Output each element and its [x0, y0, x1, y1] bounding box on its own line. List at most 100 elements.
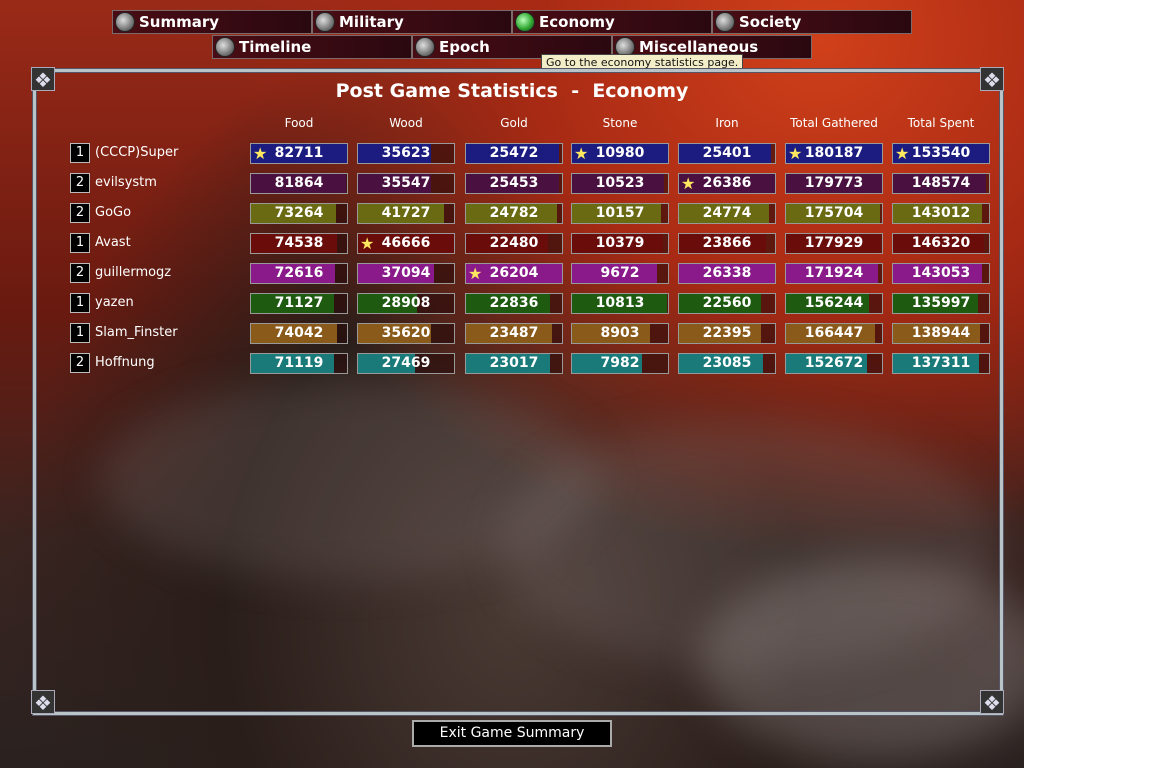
stat-cell: 23487 [465, 323, 563, 344]
stat-value: 26204 [489, 265, 539, 281]
tab-economy[interactable]: Economy [512, 10, 712, 34]
stat-value: 23866 [702, 235, 752, 251]
stat-bar-fill [679, 264, 775, 283]
stat-bar-fill [786, 204, 880, 223]
stat-cell: 35620 [357, 323, 455, 344]
stat-cell: 37094 [357, 263, 455, 284]
stat-cell: ★ 10980 [571, 143, 669, 164]
stat-bar-fill [679, 204, 770, 223]
stat-bar-fill [572, 204, 661, 223]
stat-value: 22560 [702, 295, 752, 311]
tab-timeline[interactable]: Timeline [212, 35, 412, 59]
stat-cell: ★ 82711 [250, 143, 348, 164]
stat-bar-fill [466, 144, 560, 163]
stat-bar-fill [466, 324, 553, 343]
stat-cell: 71127 [250, 293, 348, 314]
stat-cell: 25401 [678, 143, 776, 164]
team-number: 1 [70, 323, 90, 343]
tab-label: Epoch [439, 38, 490, 56]
tab-label: Society [739, 13, 802, 31]
radio-knob-icon [515, 12, 535, 32]
tab-military[interactable]: Military [312, 10, 512, 34]
corner-ornament-icon: ❖ [980, 67, 1004, 92]
stat-cell: 71119 [250, 353, 348, 374]
stat-cell: ★ 46666 [357, 233, 455, 254]
stat-cell: 143012 [892, 203, 990, 224]
stat-cell: 24782 [465, 203, 563, 224]
stat-cell: 24774 [678, 203, 776, 224]
stat-value: 166447 [804, 325, 864, 341]
stat-bar-fill [893, 294, 979, 313]
tab-summary[interactable]: Summary [112, 10, 312, 34]
stat-value: 35620 [381, 325, 431, 341]
stat-value: 22480 [489, 235, 539, 251]
stat-bar-fill [358, 264, 435, 283]
tooltip: Go to the economy statistics page. [541, 54, 744, 71]
stat-cell: 10813 [571, 293, 669, 314]
player-name: Hoffnung [95, 355, 155, 370]
stat-value: 23487 [489, 325, 539, 341]
stat-cell: 137311 [892, 353, 990, 374]
stat-bar-fill [251, 294, 334, 313]
stat-value: 175704 [804, 205, 864, 221]
stat-cell: 35547 [357, 173, 455, 194]
stat-bar-fill [251, 264, 336, 283]
stat-cell: 41727 [357, 203, 455, 224]
stat-cell: 25472 [465, 143, 563, 164]
stat-cell: 72616 [250, 263, 348, 284]
stat-bar-fill [893, 204, 983, 223]
stat-cell: 74538 [250, 233, 348, 254]
page-title: Post Game Statistics - Economy [335, 80, 689, 102]
radio-knob-icon [115, 12, 135, 32]
stat-value: 35547 [381, 175, 431, 191]
stat-cell: 10523 [571, 173, 669, 194]
stat-cell: 10379 [571, 233, 669, 254]
stat-cell: 23866 [678, 233, 776, 254]
stat-cell: 23017 [465, 353, 563, 374]
tab-society[interactable]: Society [712, 10, 912, 34]
stat-bar-fill [466, 204, 557, 223]
stat-value: 143012 [911, 205, 971, 221]
player-name: guillermogz [95, 265, 172, 280]
stat-bar-fill [679, 294, 762, 313]
tab-label: Summary [139, 13, 220, 31]
stat-cell: 23085 [678, 353, 776, 374]
stat-cell: 146320 [892, 233, 990, 254]
stat-value: 25453 [489, 175, 539, 191]
stat-value: 146320 [911, 235, 971, 251]
stat-value: 24774 [702, 205, 752, 221]
tab-label: Miscellaneous [639, 38, 759, 56]
column-header: Stone [602, 116, 638, 130]
stat-value: 23085 [702, 355, 752, 371]
stat-cell: 148574 [892, 173, 990, 194]
stat-cell: ★ 26386 [678, 173, 776, 194]
stat-value: 148574 [911, 175, 971, 191]
stat-cell: 26338 [678, 263, 776, 284]
stat-value: 26386 [702, 175, 752, 191]
star-icon: ★ [253, 144, 268, 163]
stat-bar-fill [358, 234, 454, 253]
stat-cell: 22836 [465, 293, 563, 314]
star-icon: ★ [360, 234, 375, 253]
stat-bar-fill [251, 144, 347, 163]
stat-bar-fill [679, 234, 766, 253]
stat-bar-fill [893, 174, 986, 193]
stat-bar-fill [893, 354, 979, 373]
stat-bar-fill [358, 324, 432, 343]
stat-bar-fill [251, 204, 337, 223]
radio-knob-icon [415, 37, 435, 57]
exit-game-summary-button[interactable]: Exit Game Summary [412, 720, 612, 747]
stat-value: 25401 [702, 145, 752, 161]
stat-bar-fill [786, 354, 868, 373]
stat-cell: 166447 [785, 323, 883, 344]
stat-value: 135997 [911, 295, 971, 311]
radio-knob-icon [215, 37, 235, 57]
corner-ornament-icon: ❖ [31, 67, 55, 92]
stat-bar-fill [893, 234, 985, 253]
stat-value: 179773 [804, 175, 864, 191]
stat-value: 177929 [804, 235, 864, 251]
stat-bar-fill [679, 174, 775, 193]
stat-value: 71127 [274, 295, 324, 311]
team-number: 1 [70, 143, 90, 163]
stat-cell: 171924 [785, 263, 883, 284]
